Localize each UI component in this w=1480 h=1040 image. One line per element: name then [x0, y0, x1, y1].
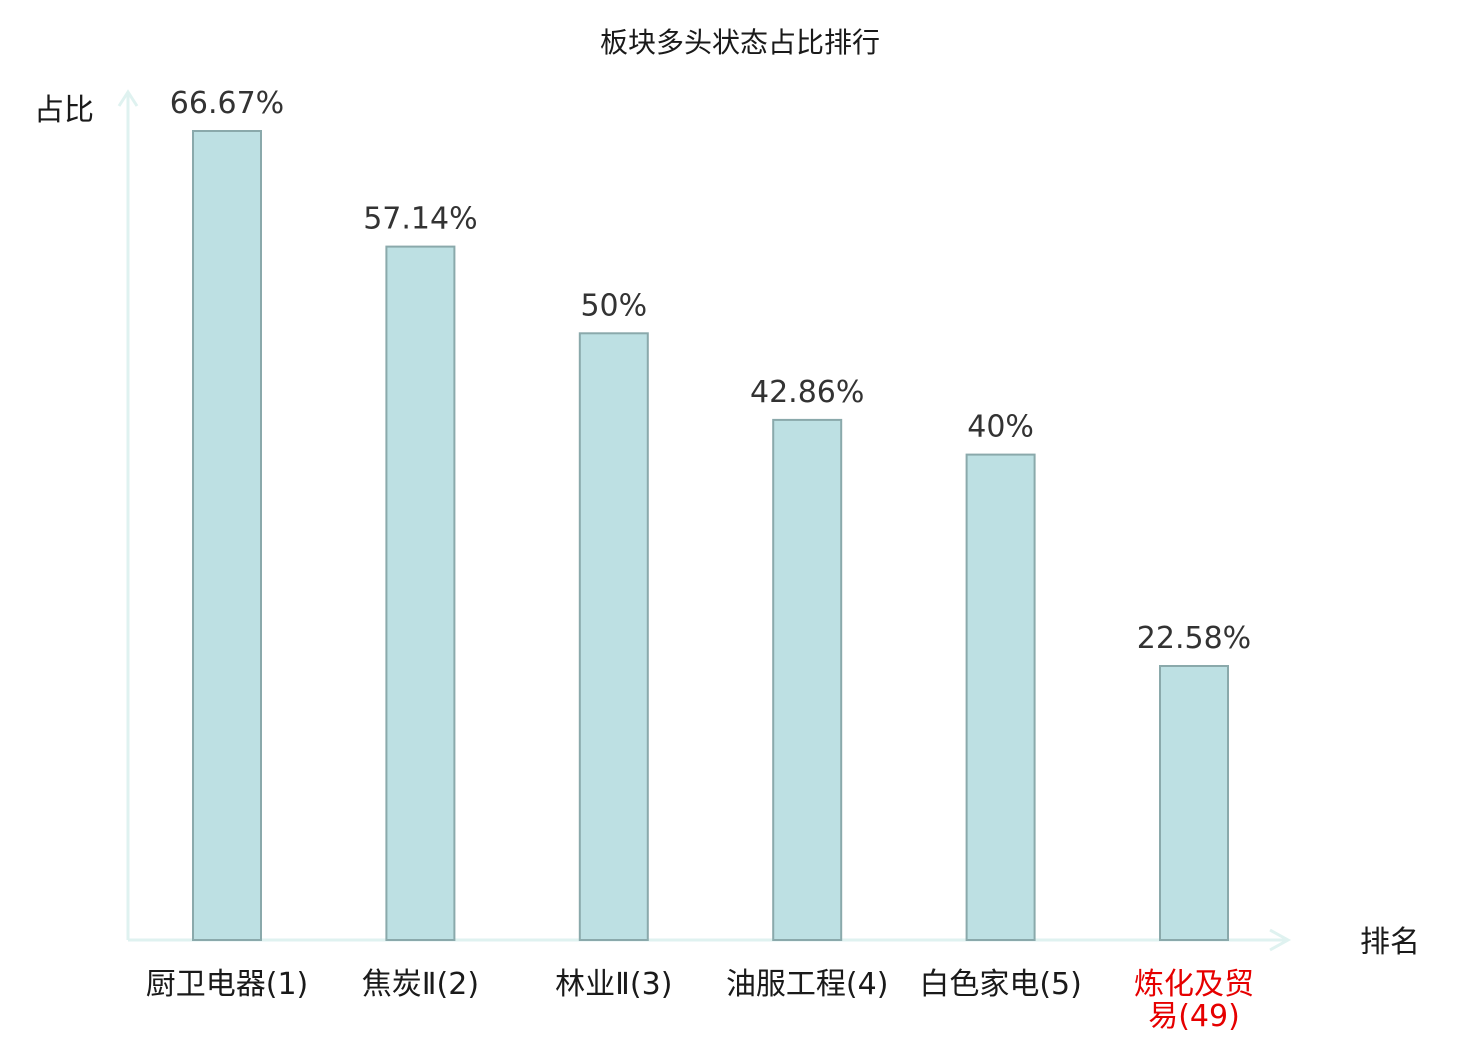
bar-3	[578, 332, 649, 941]
category-label-6: 炼化及贸易(49)	[1134, 967, 1254, 1034]
category-label-5: 白色家电(5)	[919, 967, 1082, 1002]
category-label-1: 厨卫电器(1)	[146, 967, 309, 1002]
chart-title: 板块多头状态占比排行	[600, 26, 880, 59]
bar-5	[965, 453, 1036, 941]
bar-1	[192, 130, 262, 941]
category-label-2: 焦炭Ⅱ(2)	[362, 967, 479, 1002]
bar-4	[772, 418, 843, 941]
x-axis-label: 排名	[1360, 925, 1420, 960]
y-axis	[117, 89, 139, 940]
category-label-3: 林业Ⅱ(3)	[555, 967, 672, 1002]
y-axis-label: 占比	[34, 93, 94, 128]
category-labels: 厨卫电器(1) 焦炭Ⅱ(2) 林业Ⅱ(3) 油服工程(4) 白色家电(5) 炼化及贸易(4…	[146, 967, 1254, 1034]
value-label-5: 40%	[967, 410, 1034, 445]
value-labels: 66.67% 57.14% 50% 42.86% 40% 22.58%	[170, 86, 1251, 656]
value-label-4: 42.86%	[750, 375, 864, 410]
value-label-1: 66.67%	[170, 86, 284, 121]
value-label-3: 50%	[580, 288, 647, 323]
bar-series	[192, 130, 1229, 942]
bar-2	[385, 245, 456, 942]
bar-6	[1159, 665, 1229, 941]
value-label-2: 57.14%	[363, 202, 477, 237]
category-label-4: 油服工程(4)	[726, 967, 889, 1002]
x-axis	[128, 928, 1292, 952]
value-label-6: 22.58%	[1137, 621, 1251, 656]
